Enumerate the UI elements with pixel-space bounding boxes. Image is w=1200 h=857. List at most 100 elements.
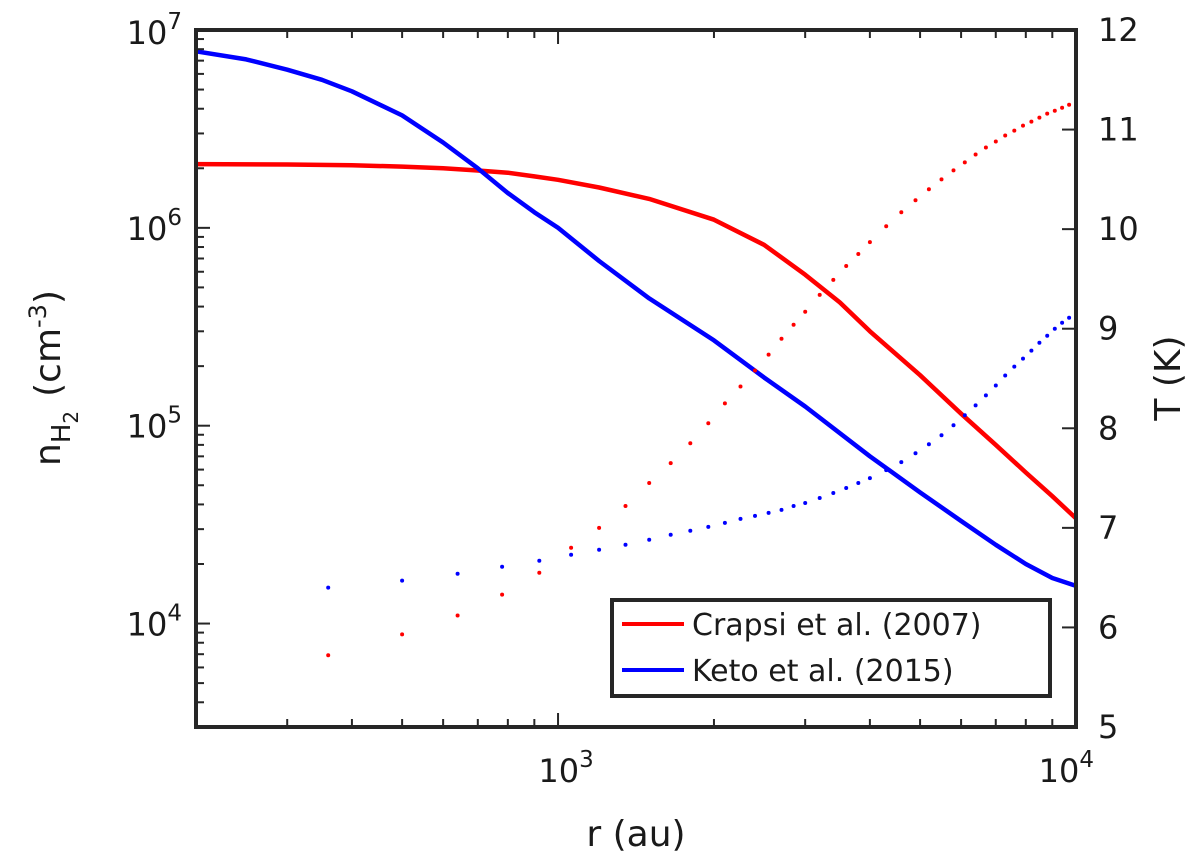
ticks-layer — [195, 29, 1077, 728]
series-point-crapsi-temperature — [738, 384, 743, 389]
series-point-keto-temperature — [926, 442, 931, 447]
series-point-crapsi-temperature — [1003, 133, 1008, 138]
series-point-keto-temperature — [1037, 340, 1042, 345]
ylabel-base: n — [28, 443, 69, 466]
series-point-keto-temperature — [569, 552, 574, 557]
series-point-keto-temperature — [1003, 373, 1008, 378]
series-point-keto-temperature — [1021, 356, 1025, 361]
series-point-keto-temperature — [856, 481, 861, 485]
y-right-tick-label: 11 — [1098, 111, 1139, 149]
y-left-axis-title: nH2 (cm-3) — [24, 290, 83, 466]
series-point-keto-temperature — [753, 513, 757, 518]
series-point-keto-temperature — [537, 558, 542, 563]
y-left-tick-label: 106 — [127, 205, 182, 248]
series-point-crapsi-temperature — [779, 336, 784, 341]
series-point-keto-temperature — [1060, 320, 1065, 325]
series-point-crapsi-temperature — [1029, 119, 1034, 124]
y-left-tick-label-exp: 6 — [167, 205, 182, 231]
series-point-crapsi-temperature — [993, 139, 998, 144]
series-point-crapsi-temperature — [455, 613, 460, 618]
series-point-crapsi-temperature — [913, 198, 918, 203]
series-point-keto-temperature — [688, 528, 693, 533]
series-point-crapsi-temperature — [1052, 108, 1057, 113]
series-point-crapsi-temperature — [962, 160, 967, 165]
series-point-keto-temperature — [597, 547, 602, 552]
series-point-crapsi-temperature — [1060, 105, 1065, 110]
series-point-crapsi-temperature — [647, 481, 652, 485]
legend: Crapsi et al. (2007) Keto et al. (2015) — [610, 598, 1052, 698]
series-point-crapsi-temperature — [1045, 111, 1050, 116]
x-tick-label: 103 — [538, 747, 593, 790]
series-point-keto-temperature — [668, 532, 673, 537]
x-tick-label-base: 10 — [538, 752, 579, 790]
series-point-keto-temperature — [962, 413, 967, 418]
series-point-crapsi-temperature — [951, 168, 956, 173]
y-left-tick-label-exp: 4 — [167, 601, 182, 627]
ylabel-units-exp: -3 — [24, 304, 52, 328]
legend-label-crapsi: Crapsi et al. (2007) — [692, 608, 982, 643]
series-point-crapsi-temperature — [884, 224, 889, 229]
y-left-tick-label-base: 10 — [127, 210, 168, 248]
series-point-keto-temperature — [722, 520, 727, 525]
series-point-crapsi-temperature — [766, 352, 771, 357]
series-point-keto-temperature — [973, 403, 978, 408]
series-point-crapsi-temperature — [831, 277, 836, 282]
series-point-crapsi-temperature — [400, 632, 405, 637]
series-point-crapsi-temperature — [791, 322, 796, 327]
ylabel-sub: H — [47, 424, 77, 444]
y-left-tick-label-base: 10 — [127, 14, 168, 52]
y-left-tick-label-exp: 5 — [167, 403, 182, 429]
legend-box — [610, 598, 1052, 698]
y-left-tick-label-base: 10 — [127, 408, 168, 446]
x-tick-label: 104 — [1039, 747, 1094, 790]
y-left-tick-label: 104 — [127, 601, 182, 644]
series-point-keto-temperature — [791, 504, 796, 508]
plot-frame — [194, 28, 1078, 729]
series-point-keto-temperature — [326, 585, 331, 590]
series-point-keto-temperature — [1029, 348, 1034, 353]
series-line-crapsi-density — [195, 161, 1078, 521]
series-point-keto-temperature — [766, 510, 771, 515]
series-point-keto-temperature — [1052, 326, 1057, 331]
y-right-tick-label: 10 — [1098, 210, 1139, 248]
series-point-keto-temperature — [779, 507, 784, 512]
series-point-keto-temperature — [706, 524, 711, 529]
series-point-crapsi-temperature — [326, 653, 331, 658]
series-line-keto-density — [195, 49, 1077, 589]
series-point-keto-temperature — [400, 578, 405, 583]
series-point-crapsi-temperature — [1037, 115, 1042, 120]
series-point-keto-temperature — [831, 491, 836, 495]
series-point-crapsi-temperature — [706, 421, 711, 426]
series-point-keto-temperature — [867, 476, 872, 481]
y-left-tick-label-exp: 7 — [167, 9, 182, 35]
series-point-keto-temperature — [899, 460, 904, 465]
series-point-crapsi-temperature — [668, 461, 673, 466]
series-point-crapsi-temperature — [1021, 123, 1025, 128]
series-point-crapsi-temperature — [1067, 102, 1072, 107]
series-point-keto-temperature — [817, 496, 822, 500]
series-point-crapsi-temperature — [983, 145, 988, 150]
x-tick-label-exp: 4 — [1079, 747, 1094, 773]
y-right-tick-label: 9 — [1098, 310, 1118, 348]
y-right-tick-label: 12 — [1098, 11, 1139, 49]
series-point-keto-temperature — [884, 468, 889, 473]
series-point-crapsi-temperature — [856, 252, 861, 256]
series-point-keto-temperature — [455, 571, 460, 576]
series-point-keto-temperature — [951, 423, 956, 428]
series-point-crapsi-temperature — [753, 368, 757, 373]
y-right-tick-label: 7 — [1098, 509, 1118, 547]
y-right-tick-label: 6 — [1098, 608, 1118, 646]
series-point-crapsi-temperature — [623, 504, 628, 508]
series-point-crapsi-temperature — [597, 525, 602, 530]
x-tick-label-exp: 3 — [579, 747, 594, 773]
series-point-crapsi-temperature — [500, 592, 505, 597]
y-left-tick-label: 107 — [127, 9, 182, 52]
series-point-crapsi-temperature — [939, 177, 944, 182]
series-point-crapsi-temperature — [926, 187, 931, 192]
series-point-keto-temperature — [993, 383, 998, 388]
x-tick-label-base: 10 — [1039, 752, 1080, 790]
series-point-keto-temperature — [939, 433, 944, 438]
series-point-keto-temperature — [803, 501, 808, 505]
